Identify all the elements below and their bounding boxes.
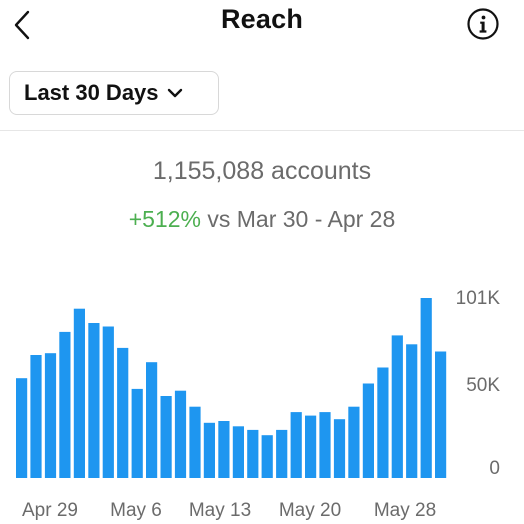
chart-bar[interactable] [420,298,432,478]
change-percent: +512% [128,206,201,232]
chart-bar[interactable] [44,353,57,478]
chart-bar[interactable] [160,396,172,478]
chart-bar[interactable] [305,415,317,478]
chart-bar[interactable] [276,429,288,478]
chart-bar[interactable] [333,419,346,478]
chart-bar[interactable] [131,388,143,478]
chevron-down-icon [167,88,182,98]
reach-bar-chart: 101K 50K 0 Apr 29 May 6 May 13 May 20 May 28 [16,288,501,521]
chart-bar[interactable] [174,390,187,478]
chart-bar[interactable] [247,429,259,478]
date-range-label: Last 30 Days [24,80,159,105]
x-tick-label: Apr 29 [22,500,78,521]
x-tick-label: May 6 [110,500,162,521]
chart-bar[interactable] [102,326,114,479]
comparison-line: +512% vs Mar 30 - Apr 28 [0,206,524,233]
back-button[interactable] [8,4,38,44]
info-icon [467,8,499,40]
chart-bar[interactable] [435,351,447,479]
chart-bar[interactable] [377,367,389,479]
chart-bar[interactable] [146,362,158,478]
chevron-left-icon [14,10,30,40]
info-button[interactable] [466,7,500,41]
section-divider [0,130,524,131]
chart-bar[interactable] [261,435,273,478]
date-range-dropdown[interactable]: Last 30 Days [9,71,219,115]
chart-bar[interactable] [362,383,374,479]
chart-bar[interactable] [348,406,360,478]
chart-bar[interactable] [59,331,71,478]
x-tick-label: May 28 [374,500,436,521]
app-header: Reach [0,0,524,48]
chart-bar[interactable] [16,378,28,478]
chart-bar[interactable] [30,355,42,478]
chart-bar[interactable] [218,421,230,478]
chart-bar[interactable] [88,323,100,478]
y-tick-label: 101K [456,288,501,309]
chart-bar[interactable] [232,426,244,478]
accounts-reached: 1,155,088 accounts [152,157,372,185]
chart-bar[interactable] [406,344,418,478]
chart-bar[interactable] [203,422,215,478]
x-tick-label: May 13 [189,500,251,521]
chart-bar[interactable] [290,412,302,478]
chart-bar[interactable] [117,347,129,478]
y-tick-label: 0 [489,458,500,479]
y-tick-label: 50K [466,375,500,396]
chart-bar[interactable] [73,308,85,478]
x-tick-label: May 20 [279,500,341,521]
chart-bar[interactable] [189,406,201,478]
chart-bar[interactable] [319,412,331,478]
chart-bar[interactable] [391,335,403,478]
page-title: Reach [220,4,304,34]
comparison-period: vs Mar 30 - Apr 28 [207,206,396,232]
